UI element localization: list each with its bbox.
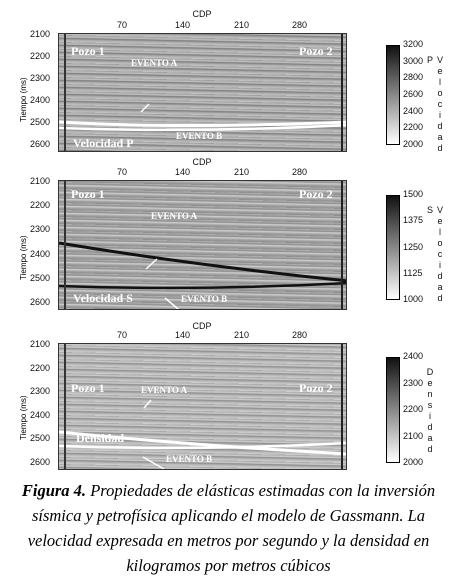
arrow xyxy=(145,258,158,270)
arrow xyxy=(143,399,152,409)
x-tick-label: 140 xyxy=(175,20,191,30)
colorbar-tick-label: 3200 xyxy=(403,39,424,49)
y-tick-label: 2600 xyxy=(30,297,51,307)
y-axis-label: Tiempo (ms) xyxy=(19,77,28,122)
y-tick-label: 2200 xyxy=(30,51,51,61)
event-horizon xyxy=(59,281,346,290)
event-label: EVENTO B xyxy=(181,294,228,304)
colorbar-tick-label: 2100 xyxy=(403,430,424,441)
property-label: Velocidad S xyxy=(73,291,133,305)
event-label: EVENTO A xyxy=(151,211,198,221)
y-tick-label: 2200 xyxy=(30,200,51,211)
well-label: Pozo 1 xyxy=(71,381,105,395)
event-label: EVENTO B xyxy=(166,454,213,464)
y-tick-label: 2400 xyxy=(30,95,51,105)
y-tick-label: 2500 xyxy=(30,117,51,127)
colorbar xyxy=(386,357,400,463)
x-tick-label: 140 xyxy=(175,330,191,340)
colorbar-tick-label: 2400 xyxy=(403,351,424,361)
y-tick-label: 2300 xyxy=(30,73,51,83)
property-label: Velocidad P xyxy=(73,136,134,150)
x-tick-label: 210 xyxy=(234,330,250,340)
caption-label: Figura 4. xyxy=(21,481,87,500)
panel: CDP 70 140 210 280 2100 2200 2300 2400 2500 2600 Ti… xyxy=(0,148,457,313)
panel: CDP 70 140 210 280 2100 2200 2300 2400 2500 2600 Ti… xyxy=(0,312,457,477)
y-tick-label: 2200 xyxy=(30,362,51,373)
seismic-image: Pozo 1 Pozo 2 EVENTO A EVENTO B Densidad xyxy=(58,343,347,470)
colorbar-tick-label: 2200 xyxy=(403,404,424,414)
colorbar-tick-label: 2000 xyxy=(403,139,424,149)
arrow xyxy=(142,456,165,469)
y-tick-label: 2500 xyxy=(30,433,51,444)
event-overlay xyxy=(59,34,346,151)
y-tick-label: 2100 xyxy=(30,176,51,186)
colorbar-tick-label: 1000 xyxy=(403,294,424,304)
colorbar-tick-label: 1250 xyxy=(403,241,424,252)
y-axis-label: Tiempo (ms) xyxy=(19,235,28,280)
x-tick-label: 70 xyxy=(117,167,128,177)
y-tick-label: 2600 xyxy=(30,457,51,467)
event-label: EVENTO A xyxy=(131,58,178,68)
x-tick-label: 280 xyxy=(292,167,308,177)
x-axis-label: CDP xyxy=(192,9,212,19)
y-tick-label: 2600 xyxy=(30,139,51,149)
x-axis-label: CDP xyxy=(192,157,212,167)
event-horizon xyxy=(59,120,346,127)
property-label: Densidad xyxy=(76,431,125,445)
colorbar-tick-label: 2200 xyxy=(403,122,424,133)
well-label: Pozo 1 xyxy=(71,44,105,58)
x-tick-label: 210 xyxy=(234,167,250,177)
y-tick-label: 2400 xyxy=(30,248,51,259)
y-tick-label: 2300 xyxy=(30,224,51,235)
arrow xyxy=(140,103,150,113)
colorbar xyxy=(386,195,400,300)
event-label: EVENTO B xyxy=(176,131,223,141)
y-tick-label: 2500 xyxy=(30,272,51,283)
well-label: Pozo 2 xyxy=(299,44,333,58)
colorbar-tick-label: 1375 xyxy=(403,215,424,226)
event-horizon xyxy=(59,241,346,283)
colorbar-label: Velocidad S xyxy=(425,205,445,304)
event-horizon xyxy=(59,430,346,456)
event-overlay xyxy=(59,181,346,309)
colorbar-tick-label: 2400 xyxy=(403,105,424,116)
colorbar-tick-label: 2800 xyxy=(403,72,424,83)
y-tick-label: 2100 xyxy=(30,339,51,349)
colorbar-tick-label: 1125 xyxy=(403,267,423,278)
x-tick-label: 70 xyxy=(117,20,128,30)
colorbar-label: Densidad xyxy=(425,367,435,455)
colorbar-tick-label: 1500 xyxy=(403,189,424,199)
colorbar-tick-label: 2600 xyxy=(403,89,424,99)
colorbar-tick-label: 3000 xyxy=(403,55,424,66)
well-label: Pozo 2 xyxy=(299,187,333,201)
y-tick-label: 2300 xyxy=(30,386,51,397)
seismic-image: Pozo 1 Pozo 2 EVENTO A EVENTO B Velocidad S xyxy=(58,180,347,310)
x-tick-label: 210 xyxy=(234,20,250,30)
seismic-image: Pozo 1 Pozo 2 EVENTO A EVENTO B Velocidad P xyxy=(58,33,347,152)
panel: CDP 70 140 210 280 2100 2200 2300 2400 2500 2600 Ti… xyxy=(0,0,457,165)
colorbar-tick-label: 2000 xyxy=(403,457,424,467)
y-tick-label: 2400 xyxy=(30,409,51,420)
colorbar-tick-label: 2300 xyxy=(403,377,424,388)
event-overlay xyxy=(59,344,346,469)
colorbar-label: Velocidad P xyxy=(425,55,445,154)
y-axis-label: Tiempo (ms) xyxy=(19,395,28,440)
well-label: Pozo 2 xyxy=(299,381,333,395)
x-axis-label: CDP xyxy=(192,321,212,331)
x-tick-label: 280 xyxy=(292,330,308,340)
event-horizon xyxy=(59,441,346,450)
x-tick-label: 70 xyxy=(117,330,128,340)
y-tick-label: 2100 xyxy=(30,29,51,39)
event-label: EVENTO A xyxy=(141,385,188,395)
x-tick-label: 280 xyxy=(292,20,308,30)
caption-text: Propiedades de elásticas estimadas con l… xyxy=(27,481,436,575)
event-horizon xyxy=(59,123,346,132)
arrow xyxy=(164,297,180,309)
well-label: Pozo 1 xyxy=(71,187,105,201)
colorbar xyxy=(386,45,400,145)
x-tick-label: 140 xyxy=(175,167,191,177)
caption: Figura 4. Propiedades de elásticas estim… xyxy=(6,478,451,578)
